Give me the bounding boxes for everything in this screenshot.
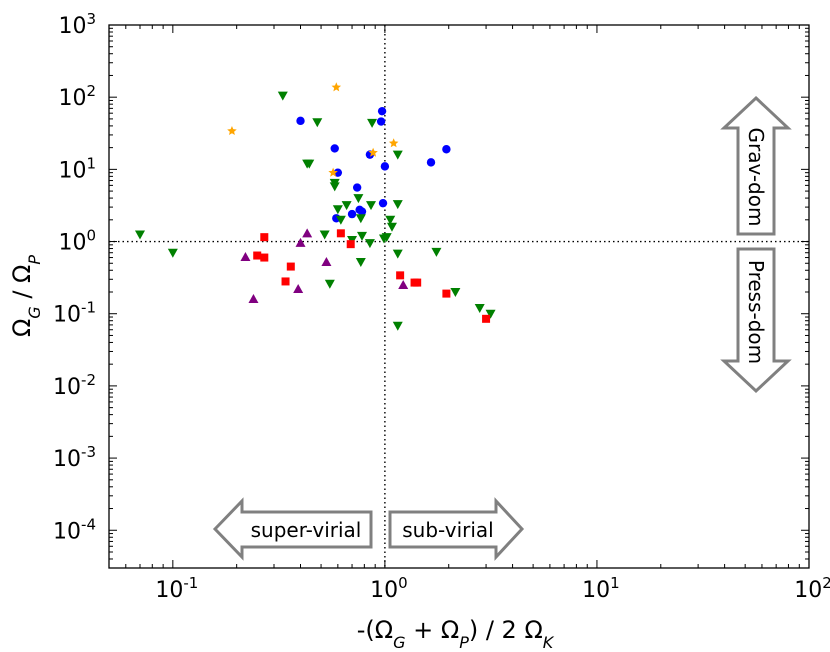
point-purple-triangle xyxy=(295,237,306,247)
super-virial-label: super-virial xyxy=(251,518,362,542)
point-blue-circle xyxy=(357,207,367,216)
axis-ticks xyxy=(108,24,810,569)
y-tick-label: 100 xyxy=(58,227,96,256)
point-green-triangle xyxy=(134,230,145,240)
plot-frame xyxy=(108,24,810,569)
point-purple-triangle xyxy=(398,279,409,289)
point-red-square xyxy=(482,314,491,323)
point-red-square xyxy=(396,271,405,280)
point-green-triangle xyxy=(381,233,392,243)
point-red-square xyxy=(346,240,355,249)
point-orange-star xyxy=(331,82,342,92)
point-blue-circle xyxy=(296,116,305,126)
y-tick-label: 102 xyxy=(58,82,96,111)
point-green-triangle xyxy=(312,118,323,128)
point-green-triangle xyxy=(355,258,366,268)
point-green-triangle xyxy=(431,247,442,257)
point-green-triangle xyxy=(167,248,178,258)
point-green-triangle xyxy=(392,150,403,160)
point-green-triangle xyxy=(485,309,496,319)
point-blue-circle xyxy=(352,183,362,192)
point-purple-triangle xyxy=(302,228,313,238)
x-tick-label: 10-1 xyxy=(155,574,198,603)
point-orange-star xyxy=(328,167,338,177)
point-orange-star xyxy=(368,147,378,157)
point-green-triangle xyxy=(319,230,330,240)
sub-virial-label: sub-virial xyxy=(402,518,493,542)
y-axis-label: ΩG / ΩP xyxy=(8,255,44,337)
x-tick-label: 102 xyxy=(794,574,830,603)
point-red-square xyxy=(281,277,290,286)
y-tick-label: 10-1 xyxy=(53,299,96,328)
x-tick-label: 100 xyxy=(370,574,408,603)
x-tick-label: 101 xyxy=(582,574,620,603)
point-purple-triangle xyxy=(321,257,332,267)
point-blue-circle xyxy=(333,168,343,177)
press-dom-label: Press-dom xyxy=(744,260,768,364)
press-dom-arrow xyxy=(720,247,792,394)
y-tick-label: 101 xyxy=(58,154,96,183)
super-virial-arrow xyxy=(212,497,373,561)
point-purple-triangle xyxy=(248,293,259,303)
point-purple-triangle xyxy=(293,284,304,294)
point-green-triangle xyxy=(329,182,340,192)
point-blue-circle xyxy=(347,209,357,219)
point-red-square xyxy=(442,289,451,298)
point-green-triangle xyxy=(324,279,335,289)
grav-dom-label: Grav-dom xyxy=(744,128,768,227)
y-tick-label: 103 xyxy=(58,10,96,39)
point-blue-circle xyxy=(330,144,339,153)
data-points xyxy=(134,82,496,331)
point-orange-star xyxy=(388,138,399,148)
point-green-triangle xyxy=(341,201,352,211)
point-red-square xyxy=(286,262,295,271)
point-blue-circle xyxy=(442,145,451,154)
point-blue-circle xyxy=(380,162,390,171)
point-green-triangle xyxy=(367,118,378,128)
point-orange-star xyxy=(227,126,237,136)
point-green-triangle xyxy=(474,304,485,314)
point-green-triangle xyxy=(335,215,346,225)
y-tick-label: 10-4 xyxy=(53,515,96,544)
point-red-square xyxy=(260,233,269,242)
point-blue-circle xyxy=(378,198,388,208)
point-green-triangle xyxy=(353,194,364,204)
point-green-triangle xyxy=(386,222,397,232)
x-axis-label: -(ΩG + ΩP) / 2 ΩK xyxy=(357,616,555,652)
point-green-triangle xyxy=(332,205,343,215)
point-green-triangle xyxy=(364,239,375,249)
point-green-triangle xyxy=(392,200,403,210)
point-red-square xyxy=(413,278,422,287)
point-blue-circle xyxy=(426,158,436,167)
point-green-triangle xyxy=(355,214,366,224)
point-green-triangle xyxy=(366,201,377,211)
point-red-square xyxy=(336,229,345,238)
y-tick-label: 10-2 xyxy=(53,371,96,400)
sub-virial-arrow xyxy=(388,497,525,561)
point-green-triangle xyxy=(277,91,288,101)
point-green-triangle xyxy=(304,159,315,169)
point-green-triangle xyxy=(392,321,403,331)
point-green-triangle xyxy=(385,215,396,225)
reference-lines xyxy=(109,25,809,568)
point-green-triangle xyxy=(450,287,461,297)
y-tick-label: 10-3 xyxy=(53,443,96,472)
point-blue-circle xyxy=(376,117,386,126)
point-blue-circle xyxy=(377,106,387,116)
point-red-square xyxy=(260,253,269,262)
point-green-triangle xyxy=(357,231,368,241)
point-purple-triangle xyxy=(240,252,251,262)
annotations: Grav-dom Press-dom super-virial sub-virial xyxy=(212,95,792,561)
grav-dom-arrow xyxy=(720,95,792,236)
point-red-square xyxy=(253,251,262,260)
tick-labels: 10-1 100 101 102 10-4 10-3 10-2 10-1 100 101 102 10… xyxy=(53,10,830,603)
point-green-triangle xyxy=(392,249,403,259)
